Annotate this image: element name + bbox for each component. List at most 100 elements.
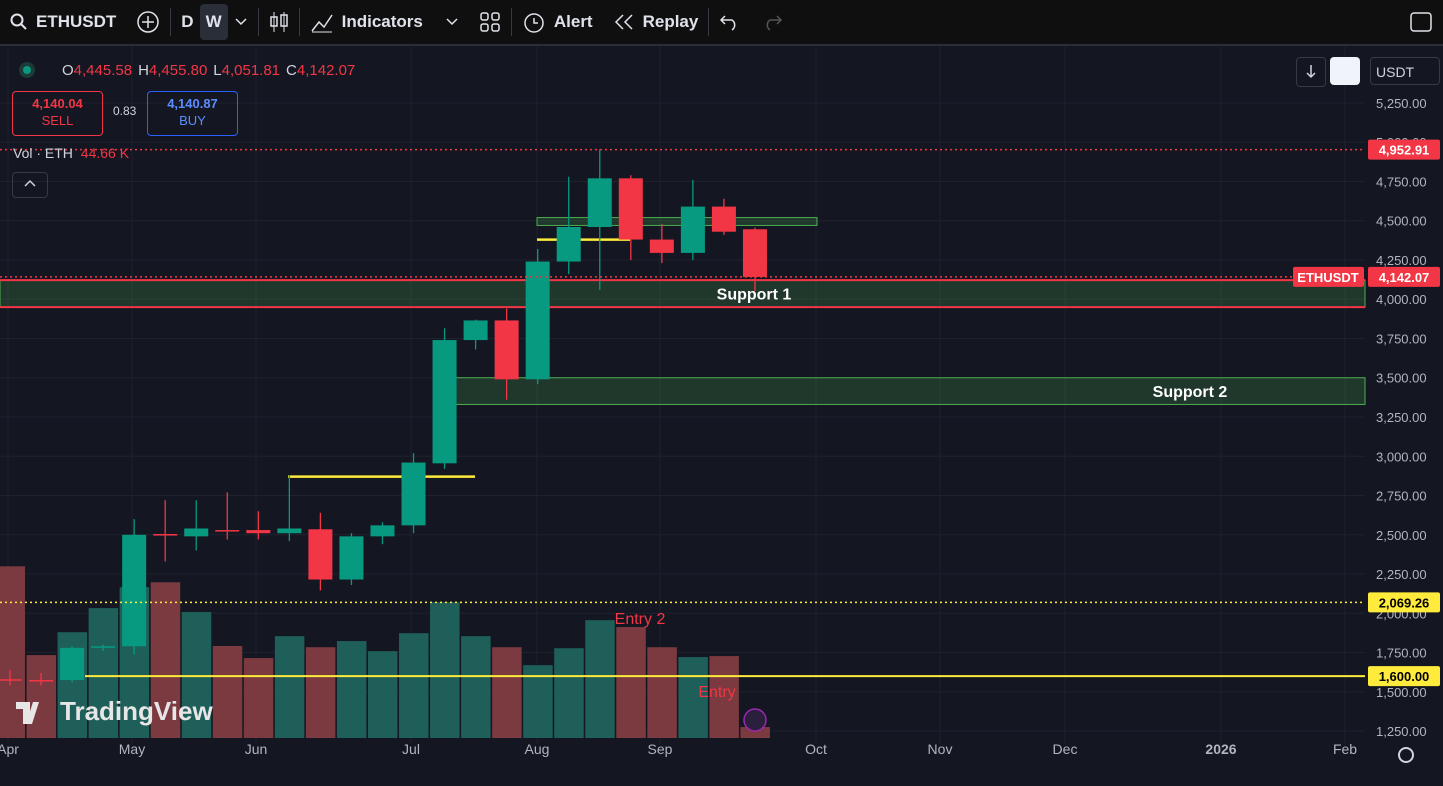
compare[interactable] bbox=[126, 0, 170, 44]
chevron[interactable] bbox=[234, 17, 248, 27]
candle-body bbox=[91, 646, 116, 648]
logo-mark bbox=[16, 702, 39, 724]
price-label-box bbox=[1368, 592, 1440, 613]
symbol-tag-label: ETHUSDT bbox=[1297, 270, 1358, 285]
undo[interactable] bbox=[709, 0, 751, 44]
x-tick-label: Aug bbox=[525, 741, 550, 757]
symbol: ETHUSDT bbox=[36, 12, 117, 31]
x-tick-label: Dec bbox=[1053, 741, 1078, 757]
candle-body bbox=[649, 239, 674, 253]
x-tick-label: Oct bbox=[805, 741, 827, 757]
separator bbox=[708, 8, 710, 36]
y-tick-label: 2,250.00 bbox=[1376, 567, 1427, 582]
ohlc-key: L bbox=[213, 61, 222, 79]
sell-label: SELL bbox=[41, 113, 74, 128]
replay-button[interactable]: Replay bbox=[603, 0, 709, 44]
y-tick-label: 4,500.00 bbox=[1376, 214, 1427, 229]
annotation: Entry bbox=[698, 684, 735, 701]
volume-bar bbox=[243, 658, 274, 738]
price-label-box bbox=[1368, 139, 1440, 160]
collapse-button[interactable] bbox=[12, 172, 48, 198]
grid-icon bbox=[480, 12, 500, 32]
redo[interactable] bbox=[751, 0, 793, 44]
interval[interactable]: D bbox=[181, 12, 194, 31]
separator bbox=[257, 8, 259, 36]
candle-body bbox=[742, 229, 767, 277]
y-tick-label: 1,250.00 bbox=[1376, 724, 1427, 739]
ohlc-legend: O4,445.58 H4,455.80 L4,051.81 C4,142.07 bbox=[18, 61, 355, 79]
candle-body bbox=[618, 178, 643, 240]
status-dot bbox=[19, 62, 35, 78]
separator bbox=[298, 8, 300, 36]
x-tick-label: Jun bbox=[245, 741, 268, 757]
chart: 5,250.005,000.004,750.004,500.004,250.00… bbox=[0, 46, 1443, 786]
volume-bar bbox=[274, 636, 305, 738]
volume-bar bbox=[461, 636, 491, 738]
volume-bar bbox=[678, 657, 708, 738]
alert-icon bbox=[524, 13, 544, 33]
candle-body bbox=[153, 533, 178, 536]
candle-body bbox=[711, 206, 736, 232]
volume-bar bbox=[554, 648, 584, 738]
y-tick-label: 1,500.00 bbox=[1376, 685, 1427, 700]
candle-body bbox=[29, 680, 54, 682]
volume-bar bbox=[430, 602, 460, 738]
sell-button[interactable]: 4,140.04 SELL bbox=[12, 91, 103, 136]
chart-type[interactable] bbox=[259, 0, 299, 44]
candle-body bbox=[432, 340, 457, 464]
ohlc-key: H bbox=[138, 61, 149, 79]
symbol-search[interactable]: ETHUSDT bbox=[0, 0, 126, 44]
y-tick-label: 2,750.00 bbox=[1376, 489, 1427, 504]
candle-body bbox=[0, 679, 22, 681]
zone bbox=[454, 377, 1366, 405]
y-tick-label: 2,500.00 bbox=[1376, 528, 1427, 543]
undo-icon bbox=[720, 15, 736, 31]
x-tick-label: May bbox=[119, 741, 145, 757]
alert-button[interactable]: Alert bbox=[512, 0, 603, 44]
buy-label: BUY bbox=[179, 113, 206, 128]
volume-legend: Vol · ETH 44.66 K bbox=[13, 145, 129, 161]
replay-label: Replay bbox=[642, 12, 699, 31]
price-label: 1,600.00 bbox=[1379, 669, 1430, 684]
separator bbox=[170, 8, 172, 36]
volume-bar bbox=[150, 582, 181, 738]
buy-button[interactable]: 4,140.87 BUY bbox=[147, 91, 238, 136]
interval[interactable]: W bbox=[199, 4, 228, 40]
y-tick-label: 3,750.00 bbox=[1376, 331, 1427, 346]
indicators-button[interactable]: Indicators bbox=[300, 0, 469, 44]
plus-icon bbox=[137, 11, 160, 33]
y-tick-label: 3,000.00 bbox=[1376, 449, 1427, 464]
candle-body bbox=[308, 529, 333, 580]
symbol-tag bbox=[1293, 266, 1364, 287]
ohlc-key: O bbox=[62, 61, 74, 79]
fullscreen[interactable] bbox=[1399, 0, 1443, 44]
volume-bar bbox=[523, 665, 553, 738]
watermark-text: TradingView bbox=[60, 696, 213, 726]
candles-icon bbox=[269, 12, 288, 32]
price-axis bbox=[1365, 46, 1443, 786]
x-tick-label: Apr bbox=[0, 741, 19, 757]
auto-scale[interactable] bbox=[1330, 57, 1360, 85]
volume-bar bbox=[709, 656, 739, 738]
spread: 0.83 bbox=[113, 104, 137, 118]
price-label: 2,069.26 bbox=[1379, 595, 1430, 610]
price-label-box bbox=[1368, 266, 1440, 287]
chevron-up bbox=[24, 179, 36, 187]
price-label: 4,142.07 bbox=[1379, 270, 1430, 285]
candle-body bbox=[494, 320, 519, 380]
down-icon bbox=[1306, 65, 1316, 79]
x-tick-label: Feb bbox=[1333, 741, 1357, 757]
volume-bar bbox=[647, 647, 677, 738]
zone bbox=[536, 217, 818, 226]
search-icon bbox=[10, 13, 27, 30]
ohlc-value: 4,051.81 bbox=[221, 61, 281, 79]
layouts-button[interactable] bbox=[469, 0, 511, 44]
candle-body bbox=[401, 462, 426, 526]
currency-select[interactable]: USDT bbox=[1370, 57, 1440, 85]
scroll-button[interactable] bbox=[1296, 57, 1326, 87]
currency: USDT bbox=[1376, 64, 1415, 80]
separator bbox=[510, 8, 512, 36]
y-tick-label: 1,750.00 bbox=[1376, 646, 1427, 661]
